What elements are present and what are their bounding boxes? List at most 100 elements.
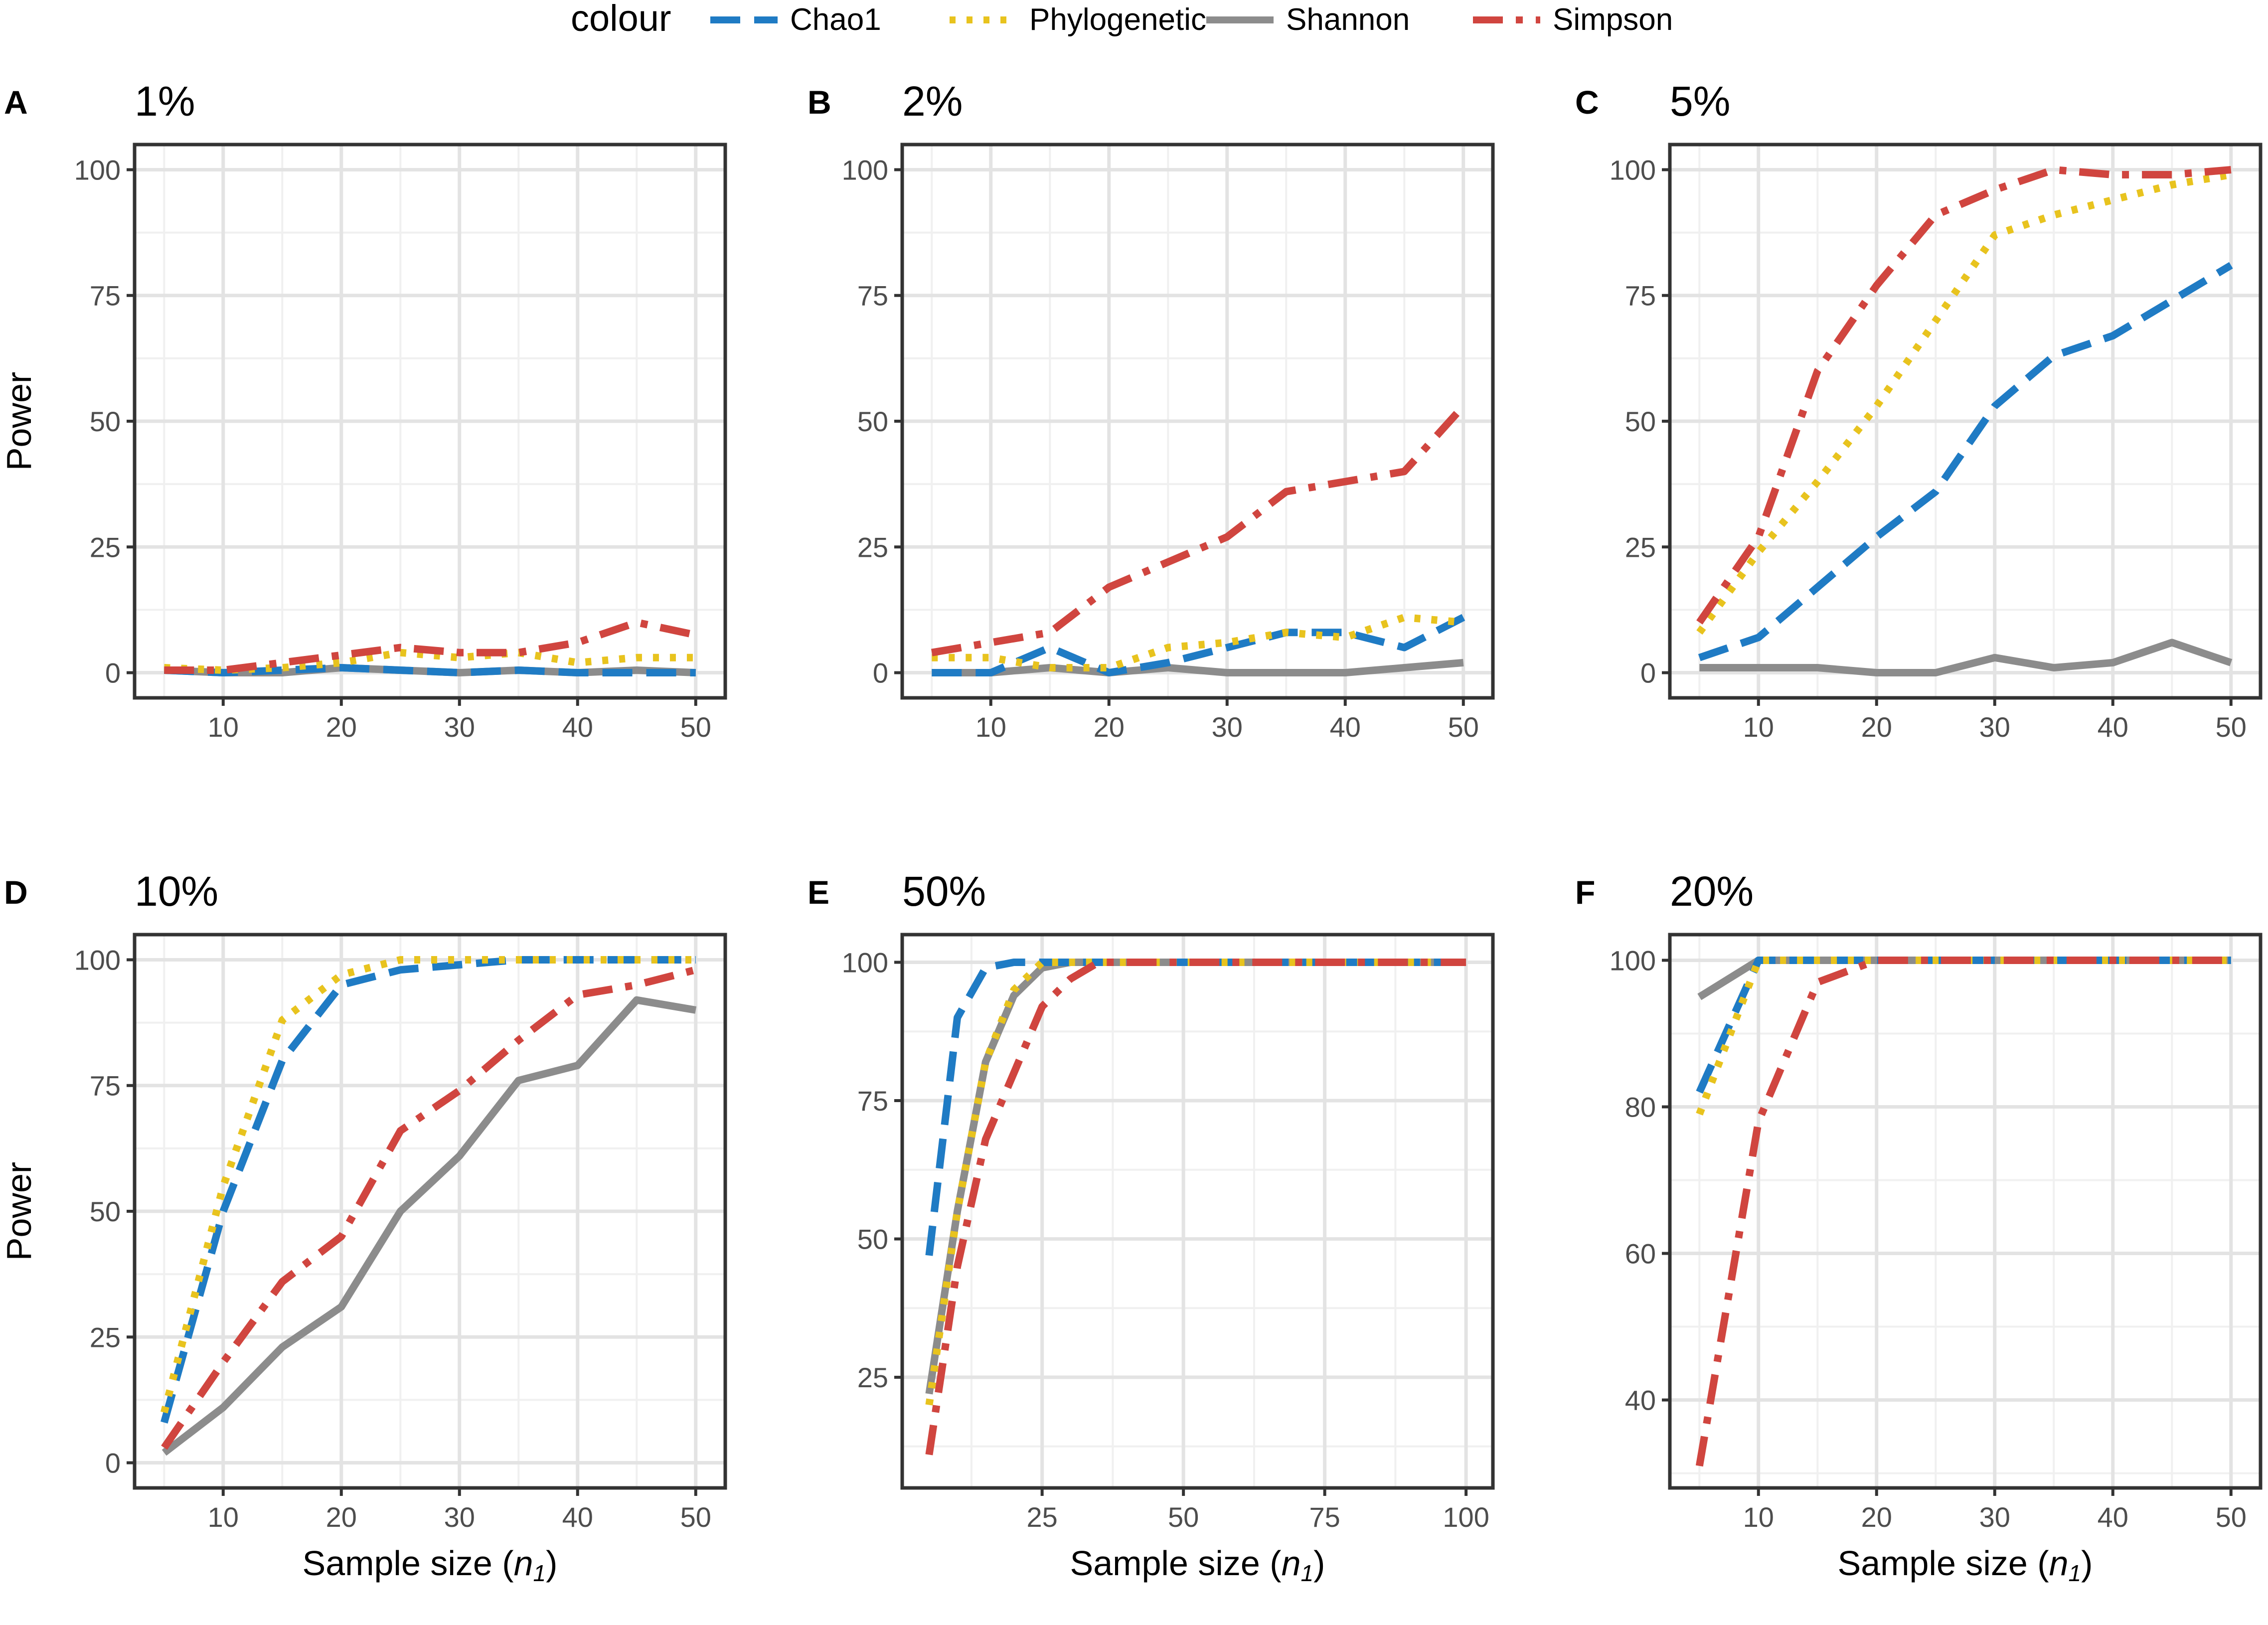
- legend-label-simpson: Simpson: [1553, 2, 1673, 37]
- y-tick-label: 50: [90, 1196, 121, 1227]
- y-tick-label: 75: [857, 280, 888, 312]
- panel-letter: F: [1575, 874, 1595, 911]
- x-tick-label: 40: [562, 1501, 593, 1533]
- x-tick-label: 10: [975, 711, 1006, 743]
- x-tick-label: 10: [1743, 1501, 1774, 1533]
- x-axis-title: Sample size (n1): [303, 1544, 558, 1586]
- series-group: [1695, 957, 2231, 1467]
- x-tick-label: 50: [680, 711, 711, 743]
- series-line-shannon: [162, 996, 697, 1456]
- y-axis-title: Power: [0, 1162, 38, 1261]
- y-tick-label: 25: [90, 1321, 121, 1353]
- plot-background: [902, 935, 1493, 1488]
- x-axis-title-text: Sample size (: [303, 1544, 514, 1583]
- y-tick-label: 50: [857, 1224, 888, 1255]
- y-tick-label: 100: [74, 944, 121, 975]
- y-tick-label: 50: [90, 406, 121, 437]
- x-tick-label: 10: [1743, 711, 1774, 743]
- series-line-simpson: [1695, 957, 2231, 1467]
- legend-label-phylogenetic: Phylogenetic: [1029, 2, 1206, 37]
- series-line-shannon: [1699, 639, 2233, 676]
- y-tick-label: 50: [1625, 406, 1656, 437]
- y-tick-label: 100: [842, 154, 888, 185]
- y-tick-label: 75: [857, 1085, 888, 1117]
- y-tick-label: 100: [74, 154, 121, 185]
- y-tick-label: 100: [1610, 945, 1656, 976]
- y-tick-label: 25: [1625, 531, 1656, 563]
- panel-letter: C: [1575, 84, 1599, 121]
- plot-border: [1668, 933, 2263, 1490]
- series-line-chao1: [1698, 262, 2233, 661]
- y-tick-label: 100: [842, 947, 888, 978]
- legend-title: colour: [571, 0, 671, 39]
- series-group: [161, 956, 697, 1456]
- series-line-phylogenetic: [1696, 171, 2232, 635]
- y-tick-label: 0: [873, 657, 888, 689]
- legend: colour Chao1 Phylogenetic Shannon Simpson: [571, 0, 1673, 39]
- panel-b: 10 20 30 40 50 0 25 50 75 100 B 2%: [808, 78, 1495, 743]
- y-tick-label: 60: [1625, 1238, 1656, 1270]
- x-tick-label: 40: [2098, 1501, 2128, 1533]
- plot-border: [900, 933, 1495, 1490]
- x-tick-label: 10: [208, 1501, 239, 1533]
- x-tick-label: 10: [208, 711, 239, 743]
- x-axis-title-close: ): [2081, 1544, 2093, 1583]
- y-tick-label: 75: [1625, 280, 1656, 312]
- series-line-simpson: [164, 619, 697, 674]
- panel-e: 25 50 75 100 25 50 75 100 E 50% Sample size (n1): [808, 868, 1495, 1586]
- panel-letter: A: [4, 84, 28, 121]
- legend-label-shannon: Shannon: [1286, 2, 1410, 37]
- series-line-simpson: [1696, 166, 2232, 625]
- y-tick-label: 80: [1625, 1091, 1656, 1123]
- series-line-simpson: [925, 959, 1466, 1456]
- x-tick-label: 30: [1979, 1501, 2010, 1533]
- y-axis-title: Power: [0, 372, 38, 471]
- x-tick-label: 40: [562, 711, 593, 743]
- x-axis-title-variable: n: [1282, 1544, 1301, 1583]
- x-axis-title: Sample size (n1): [1070, 1544, 1325, 1586]
- x-axis-title-close: ): [1313, 1544, 1325, 1583]
- series-group: [925, 959, 1466, 1456]
- series-line-phylogenetic: [161, 956, 696, 1414]
- x-tick-label: 30: [444, 1501, 475, 1533]
- y-tick-label: 25: [857, 1362, 888, 1393]
- y-tick-label: 75: [90, 1070, 121, 1102]
- panel-title: 2%: [902, 78, 963, 125]
- panel-f: 10 20 30 40 50 40 60 80 100 F 20% Sample size (n1): [1575, 868, 2263, 1586]
- x-axis-title-variable: n: [514, 1544, 533, 1583]
- panel-letter: B: [808, 84, 831, 121]
- panel-d: 10 20 30 40 50 0 25 50 75 100 D 10% Power Sample size…: [0, 868, 727, 1586]
- x-axis-title-text: Sample size (: [1838, 1544, 2049, 1583]
- series-line-shannon: [932, 658, 1464, 676]
- x-tick-label: 30: [1212, 711, 1243, 743]
- series-line-simpson: [161, 966, 697, 1450]
- x-tick-label: 50: [2216, 1501, 2247, 1533]
- panel-c: 10 20 30 40 50 0 25 50 75 100 C 5%: [1575, 78, 2263, 743]
- y-tick-label: 100: [1610, 154, 1656, 185]
- x-tick-label: 100: [1443, 1501, 1489, 1533]
- x-tick-label: 20: [1861, 1501, 1892, 1533]
- x-tick-label: 25: [1027, 1501, 1058, 1533]
- panel-title: 50%: [902, 868, 986, 915]
- x-tick-label: 75: [1309, 1501, 1340, 1533]
- x-axis-title-subscript: 1: [1301, 1560, 1314, 1586]
- x-tick-label: 20: [1094, 711, 1125, 743]
- series-group: [1696, 166, 2233, 676]
- plot-background: [1670, 935, 2261, 1488]
- series-group: [163, 619, 697, 676]
- y-tick-label: 0: [1640, 657, 1656, 689]
- y-tick-label: 40: [1625, 1385, 1656, 1416]
- series-line-phylogenetic: [932, 614, 1464, 671]
- panel-title: 5%: [1670, 78, 1730, 125]
- panel-a: 10 20 30 40 50 0 25 50 75 100 A 1% Power: [0, 78, 727, 743]
- y-tick-label: 0: [105, 1448, 121, 1479]
- series-group: [931, 403, 1466, 676]
- y-tick-label: 25: [857, 531, 888, 563]
- x-axis-title-text: Sample size (: [1070, 1544, 1282, 1583]
- x-tick-label: 20: [1861, 711, 1892, 743]
- x-tick-label: 20: [326, 711, 357, 743]
- x-tick-label: 40: [2098, 711, 2128, 743]
- panel-letter: D: [4, 874, 28, 911]
